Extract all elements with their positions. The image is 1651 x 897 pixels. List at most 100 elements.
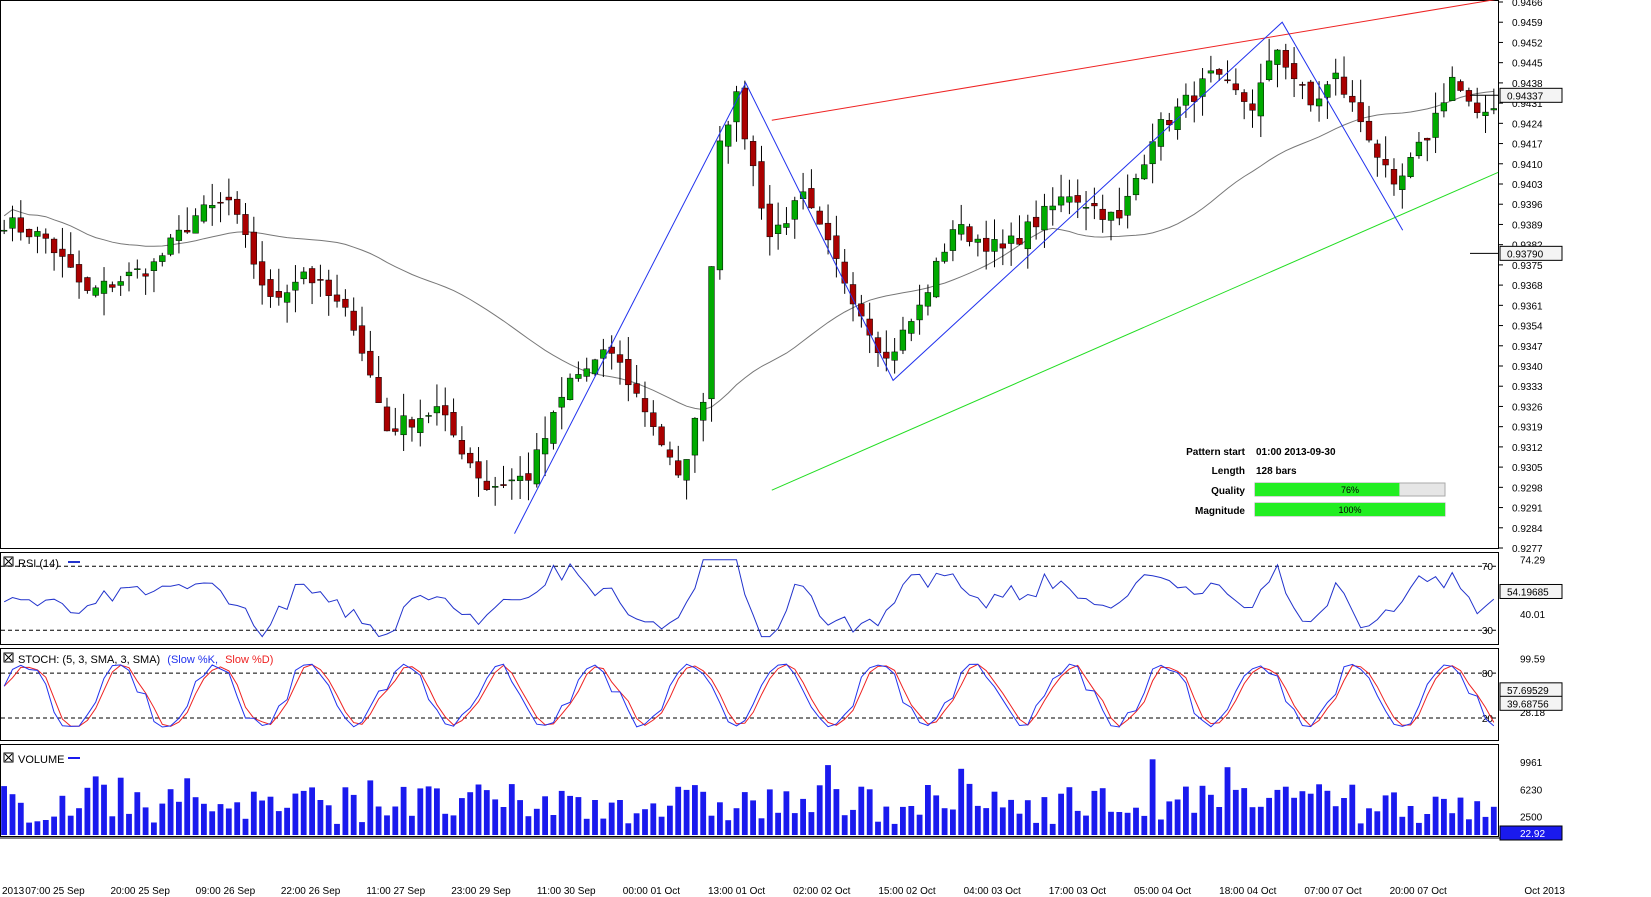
volume-bar xyxy=(300,790,307,835)
volume-bar xyxy=(1108,811,1114,835)
price-tick-label: 0.9375 xyxy=(1512,261,1543,272)
volume-bar xyxy=(84,787,91,835)
volume-bar xyxy=(650,803,657,835)
volume-bar xyxy=(1016,813,1023,835)
x-tick-label: 13:00 01 Oct xyxy=(708,886,765,897)
candle xyxy=(225,196,232,201)
volume-bar xyxy=(550,815,557,835)
volume-current-label: 22.92 xyxy=(1520,829,1545,840)
volume-bar xyxy=(1457,797,1464,835)
volume-bar xyxy=(700,791,707,835)
volume-bar xyxy=(483,790,490,835)
candle xyxy=(308,268,316,284)
candle xyxy=(383,406,391,432)
volume-bar xyxy=(134,792,141,835)
candle xyxy=(275,291,282,298)
volume-tick-label: 6230 xyxy=(1520,785,1543,796)
candle xyxy=(317,279,324,281)
candle xyxy=(858,303,865,317)
volume-bar xyxy=(1316,784,1322,835)
volume-bar xyxy=(350,794,357,835)
volume-bar xyxy=(1432,796,1439,835)
candle xyxy=(209,205,216,209)
volume-bar xyxy=(1282,786,1289,835)
candle xyxy=(84,277,91,291)
price-tick-label: 0.9417 xyxy=(1512,140,1543,151)
candle xyxy=(358,325,366,354)
stoch-tick-label: 99.59 xyxy=(1520,655,1545,666)
volume-bar xyxy=(783,791,790,835)
volume-bar xyxy=(442,813,449,835)
price-tick-label: 0.9305 xyxy=(1512,463,1543,474)
volume-bar xyxy=(367,780,374,835)
candle xyxy=(1324,84,1331,98)
volume-bar xyxy=(334,823,340,835)
volume-bar xyxy=(950,809,956,835)
candle xyxy=(283,292,291,303)
candle xyxy=(741,87,748,140)
price-tick-label: 0.9466 xyxy=(1512,0,1543,9)
volume-bar xyxy=(717,802,723,835)
candle xyxy=(1116,210,1123,219)
x-tick-label: 07:00 25 Sep xyxy=(25,886,85,897)
rsi-label: RSI (14) xyxy=(18,558,59,570)
candle xyxy=(200,204,208,222)
volume-bar xyxy=(259,800,265,835)
stoch-panel xyxy=(0,648,1499,741)
candle xyxy=(783,223,790,228)
volume-bar xyxy=(642,809,648,835)
stoch-label: STOCH: (5, 3, SMA, 3, SMA) (Slow %K, Slo… xyxy=(18,654,273,666)
candle xyxy=(142,273,149,277)
volume-legend-swatch xyxy=(68,757,80,759)
current-price-label: 0.94337 xyxy=(1507,91,1544,102)
volume-bar xyxy=(600,818,607,835)
volume-bar xyxy=(974,805,981,835)
volume-bar xyxy=(459,798,465,835)
ma-value-label: 0.93790 xyxy=(1507,249,1544,260)
candle xyxy=(50,238,58,254)
volume-bar xyxy=(450,815,457,835)
volume-bar xyxy=(1041,797,1048,835)
candle xyxy=(1199,78,1206,97)
candle xyxy=(591,359,599,375)
volume-bar xyxy=(1149,759,1156,835)
volume-bar xyxy=(1332,806,1339,835)
stoch-level-label: 20 xyxy=(1482,714,1494,725)
volume-bar xyxy=(284,807,290,835)
volume-bar xyxy=(966,783,973,835)
rsi-tick-label: 40.01 xyxy=(1520,610,1545,621)
volume-bar xyxy=(617,800,623,835)
candle xyxy=(566,377,574,400)
candle xyxy=(1016,238,1023,245)
candle xyxy=(475,461,482,479)
candle xyxy=(500,484,507,486)
candle xyxy=(666,449,674,458)
volume-bar xyxy=(34,821,41,835)
stoch-header: STOCH: (5, 3, SMA, 3, SMA) (Slow %K, Slo… xyxy=(3,652,273,666)
candle xyxy=(833,235,840,259)
candle xyxy=(1249,103,1256,111)
price-panel xyxy=(0,0,1499,549)
volume-bar xyxy=(9,794,16,835)
volume-bar xyxy=(1466,819,1472,835)
volume-bar xyxy=(941,808,948,835)
candle xyxy=(159,255,166,262)
pattern-info: Pattern start 01:00 2013-09-30 Length 12… xyxy=(1186,447,1446,517)
candle xyxy=(1290,63,1298,80)
resistance-line xyxy=(771,0,1496,121)
x-icon xyxy=(4,653,13,662)
candle xyxy=(725,124,732,147)
candle xyxy=(1066,196,1073,203)
candle xyxy=(92,287,99,296)
candle xyxy=(483,480,490,490)
volume-bar xyxy=(833,789,840,835)
candle xyxy=(691,417,699,456)
pattern-zigzag-line xyxy=(514,21,1404,534)
price-tick-label: 0.9361 xyxy=(1512,301,1543,312)
candle xyxy=(1057,196,1065,206)
candle xyxy=(1032,216,1040,228)
candle xyxy=(758,161,765,209)
volume-bar xyxy=(508,784,515,835)
candle xyxy=(1307,81,1314,106)
rsi-plot: 70 30 74.29 40.01 xyxy=(1,555,1545,638)
